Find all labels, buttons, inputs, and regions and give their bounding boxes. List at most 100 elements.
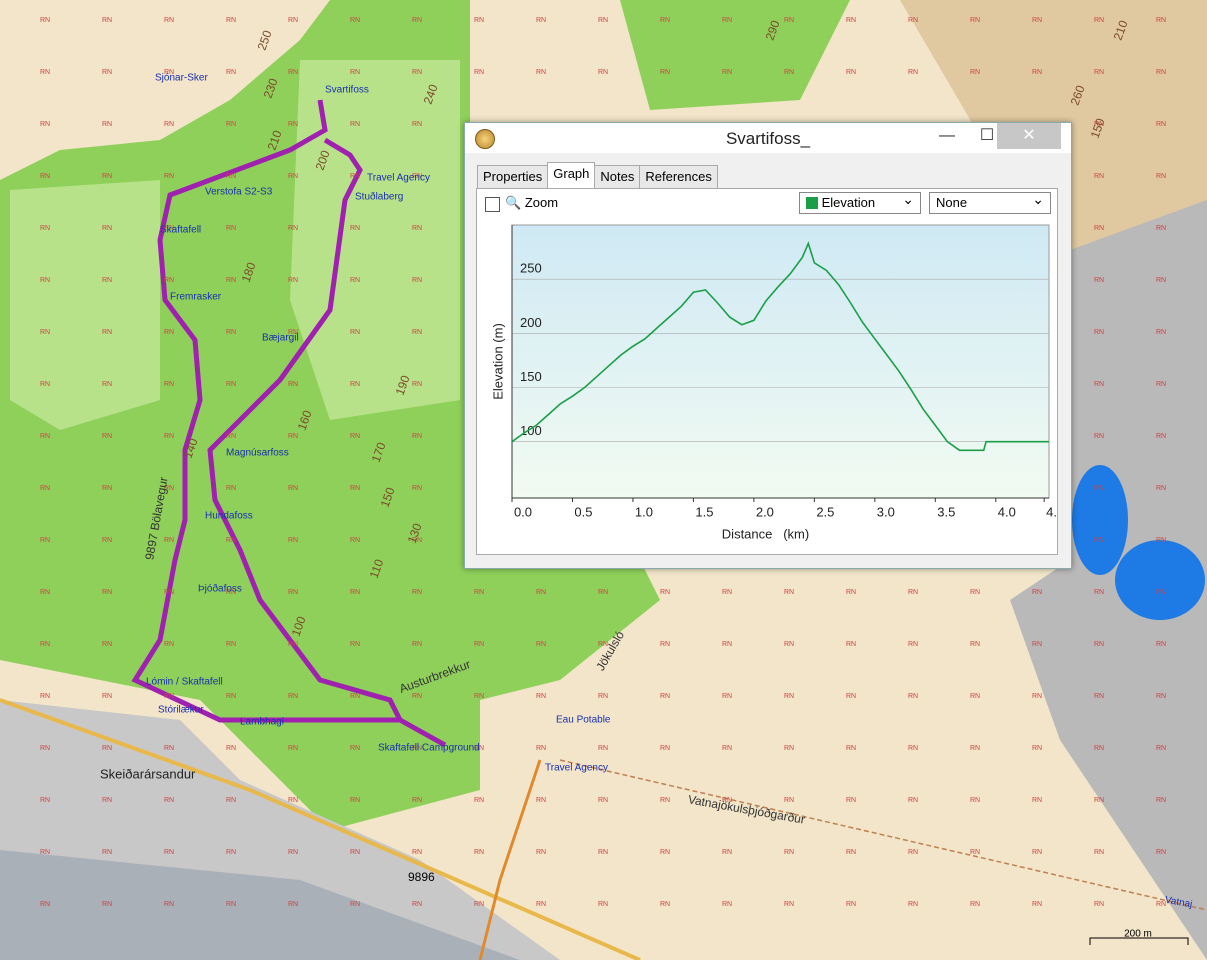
- map-marker: RN: [1094, 17, 1104, 24]
- map-marker: RN: [1094, 173, 1104, 180]
- map-marker: RN: [288, 121, 298, 128]
- map-label: Stuðlaberg: [355, 191, 403, 203]
- map-label: Travel Agency: [545, 763, 608, 774]
- map-marker: RN: [102, 225, 112, 232]
- zoom-label: 🔍 Zoom: [505, 195, 559, 210]
- map-marker: RN: [288, 849, 298, 856]
- map-marker: RN: [536, 901, 546, 908]
- lake: [1072, 465, 1128, 575]
- map-marker: RN: [908, 693, 918, 700]
- map-marker: RN: [1094, 693, 1104, 700]
- map-label: Lambhagi: [240, 717, 284, 728]
- map-marker: RN: [908, 17, 918, 24]
- map-marker: RN: [1094, 901, 1104, 908]
- tab[interactable]: Notes: [594, 165, 641, 188]
- map-marker: RN: [536, 745, 546, 752]
- boundary: [559, 759, 1207, 911]
- map-marker: RN: [1094, 849, 1104, 856]
- map-marker: RN: [1156, 589, 1166, 596]
- map-marker: RN: [1156, 537, 1166, 544]
- map-marker: RN: [350, 901, 360, 908]
- contour-label: 290: [763, 18, 783, 42]
- map-marker: RN: [784, 641, 794, 648]
- map-marker: RN: [660, 745, 670, 752]
- map-marker: RN: [40, 537, 50, 544]
- map-marker: RN: [1156, 849, 1166, 856]
- tab[interactable]: Graph: [547, 162, 596, 188]
- map-marker: RN: [970, 641, 980, 648]
- tab[interactable]: Properties: [477, 165, 549, 188]
- map-marker: RN: [846, 901, 856, 908]
- map-marker: RN: [660, 69, 670, 76]
- map-marker: RN: [40, 849, 50, 856]
- map-marker: RN: [40, 225, 50, 232]
- map-marker: RN: [288, 485, 298, 492]
- map-marker: RN: [102, 381, 112, 388]
- map-marker: RN: [102, 745, 112, 752]
- map-marker: RN: [350, 693, 360, 700]
- map-marker: RN: [226, 381, 236, 388]
- map-marker: RN: [288, 693, 298, 700]
- map-marker: RN: [474, 797, 484, 804]
- map-marker: RN: [908, 641, 918, 648]
- map-marker: RN: [350, 589, 360, 596]
- map-marker: RN: [102, 693, 112, 700]
- map-marker: RN: [164, 589, 174, 596]
- map-marker: RN: [102, 901, 112, 908]
- map-marker: RN: [722, 901, 732, 908]
- map-marker: RN: [350, 381, 360, 388]
- map-marker: RN: [226, 485, 236, 492]
- map-marker: RN: [412, 641, 422, 648]
- map-marker: RN: [102, 485, 112, 492]
- graph-panel: 🔍 Zoom Elevation None 100 150 200 250 0.0 0.5…: [476, 188, 1058, 555]
- map-marker: RN: [350, 537, 360, 544]
- map-marker: RN: [1094, 69, 1104, 76]
- map-marker: RN: [1094, 121, 1104, 128]
- minimize-button[interactable]: —: [939, 127, 955, 144]
- map-marker: RN: [350, 121, 360, 128]
- contour-label: 200: [313, 148, 333, 172]
- map-marker: RN: [164, 121, 174, 128]
- close-button[interactable]: ✕: [997, 123, 1061, 149]
- map-marker: RN: [226, 641, 236, 648]
- y-tick-label: 150: [520, 369, 542, 384]
- map-marker: RN: [908, 745, 918, 752]
- map-marker: RN: [226, 225, 236, 232]
- map-marker: RN: [226, 277, 236, 284]
- map-marker: RN: [164, 17, 174, 24]
- y-tick-label: 250: [520, 261, 542, 276]
- contour-label: 110: [367, 557, 387, 580]
- map-marker: RN: [226, 17, 236, 24]
- zoom-text: Zoom: [524, 195, 559, 210]
- map-marker: RN: [474, 849, 484, 856]
- map-marker: RN: [784, 17, 794, 24]
- series-swatch: [806, 197, 818, 209]
- map-marker: RN: [288, 17, 298, 24]
- map-marker: RN: [350, 329, 360, 336]
- map-marker: RN: [350, 797, 360, 804]
- map-marker: RN: [40, 69, 50, 76]
- road: [0, 698, 641, 960]
- map-label: Verstofa S2-S3: [205, 187, 273, 198]
- x-tick-label: 2.5: [816, 504, 834, 519]
- y-tick-label: 100: [520, 423, 542, 438]
- map-marker: RN: [1094, 537, 1104, 544]
- map-marker: RN: [226, 589, 236, 596]
- map-marker: RN: [412, 225, 422, 232]
- series-dropdown[interactable]: Elevation: [799, 189, 921, 214]
- map-label: Skeiðarársandur: [100, 766, 196, 781]
- zoom-checkbox[interactable]: [485, 197, 500, 212]
- map-marker: RN: [288, 641, 298, 648]
- compare-dropdown[interactable]: None: [929, 189, 1051, 214]
- map-marker: RN: [412, 797, 422, 804]
- map-marker: RN: [350, 745, 360, 752]
- map-marker: RN: [350, 433, 360, 440]
- map-marker: RN: [40, 329, 50, 336]
- map-marker: RN: [412, 173, 422, 180]
- map-marker: RN: [1156, 173, 1166, 180]
- x-tick-label: 3.0: [877, 504, 895, 519]
- maximize-button[interactable]: ☐: [979, 127, 995, 144]
- map-marker: RN: [164, 329, 174, 336]
- tab[interactable]: References: [639, 165, 718, 188]
- map-label: Svartifoss: [325, 85, 369, 96]
